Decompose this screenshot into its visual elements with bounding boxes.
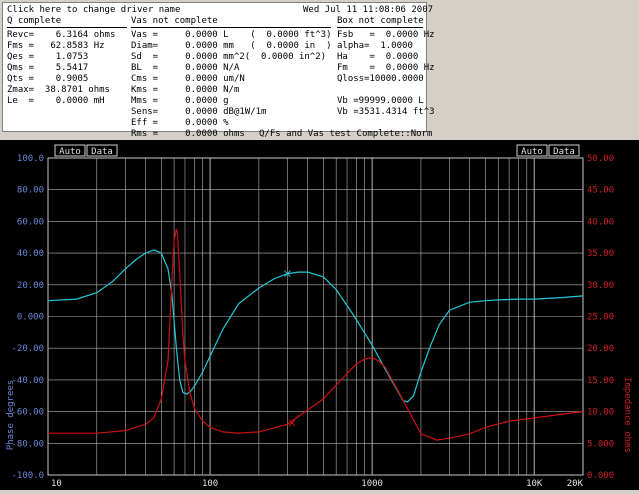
right-axis-tick: 25.00 xyxy=(587,313,614,323)
right-axis-tick: 0.000 xyxy=(587,471,614,481)
param-diam: Diam= 0.0000 mm ( 0.0000 in ) xyxy=(131,41,332,51)
param-fms: Fms = 62.8583 Hz xyxy=(7,41,105,51)
param-qms: Qms = 5.5417 xyxy=(7,63,89,73)
right-axis-tick: 20.00 xyxy=(587,344,614,354)
x-axis-tick: 20K xyxy=(567,479,584,489)
x-axis-tick: 10 xyxy=(51,479,62,489)
right-auto-label: Auto xyxy=(521,147,543,157)
right-auto-button[interactable]: Auto xyxy=(516,144,548,157)
box-section-header: Box not complete xyxy=(337,16,424,26)
left-axis-tick: 100.0 xyxy=(17,154,44,164)
param-cms: Cms = 0.0000 um/N xyxy=(131,74,245,84)
right-axis-tick: 40.00 xyxy=(587,217,614,227)
x-axis-tick: 1000 xyxy=(361,479,383,489)
param-ha: Ha = 0.0000 xyxy=(337,52,419,62)
left-axis-tick: 60.00 xyxy=(17,217,44,227)
param-qts: Qts = 0.9005 xyxy=(7,74,89,84)
param-vas: Vas = 0.0000 L ( 0.0000 ft^3) xyxy=(131,30,332,40)
left-axis-title: Phase degrees xyxy=(6,380,16,450)
data-layer: 100.0 80.00 60.00 40.00 20.00 0.000 -20.00 -40.… xyxy=(11,154,614,489)
datetime-label: Wed Jul 11 11:08:06 2007 xyxy=(303,5,434,15)
left-auto-label: Auto xyxy=(59,147,81,157)
right-axis-tick: 5.000 xyxy=(587,439,614,449)
left-axis-tick: -100.0 xyxy=(11,471,44,481)
param-zmax: Zmax= 38.8701 ohms xyxy=(7,85,110,95)
left-axis-tick: -60.00 xyxy=(11,408,44,418)
change-driver-link[interactable]: Click here to change driver name xyxy=(7,5,181,15)
param-sens: Sens= 0.0000 dB@1W/1m xyxy=(131,107,267,117)
param-qes: Qes = 1.0753 xyxy=(7,52,89,62)
left-axis-tick: -80.00 xyxy=(11,439,44,449)
graph-canvas: 100.0 80.00 60.00 40.00 20.00 0.000 -20.00 -40.… xyxy=(6,144,632,489)
param-vb-liters: Vb =99999.0000 L xyxy=(337,96,424,106)
q-header-divider xyxy=(7,27,127,28)
status-message: Q/Fs and Vas test Complete::Norm xyxy=(259,129,433,139)
left-axis-tick: -20.00 xyxy=(11,344,44,354)
right-axis-tick: 30.00 xyxy=(587,281,614,291)
right-axis-tick: 50.00 xyxy=(587,154,614,164)
param-mms: Mms = 0.0000 g xyxy=(131,96,229,106)
left-axis-tick: 20.00 xyxy=(17,281,44,291)
phase-marker xyxy=(284,270,291,278)
impedance-phase-graph: 100.0 80.00 60.00 40.00 20.00 0.000 -20.00 -40.… xyxy=(0,140,639,490)
param-rms: Rms = 0.0000 ohms xyxy=(131,129,245,139)
param-fm: Fm = 0.0000 Hz xyxy=(337,63,435,73)
box-header-divider xyxy=(337,27,423,28)
right-axis-tick: 35.00 xyxy=(587,249,614,259)
param-le: Le = 0.0000 mH xyxy=(7,96,105,106)
left-axis-tick: 0.000 xyxy=(17,313,44,323)
vas-section-header: Vas not complete xyxy=(131,16,218,26)
vas-header-divider xyxy=(131,27,331,28)
right-data-label: Data xyxy=(553,147,575,157)
left-auto-button[interactable]: Auto xyxy=(54,144,86,157)
param-bl: BL = 0.0000 N/A xyxy=(131,63,240,73)
driver-info-panel: Click here to change driver name Wed Jul… xyxy=(2,2,435,139)
plot-frame xyxy=(47,157,584,476)
left-data-label: Data xyxy=(91,147,113,157)
param-vb-cubic-feet: Vb =3531.4314 ft^3 xyxy=(337,107,435,117)
grid-layer xyxy=(47,157,584,476)
q-section-header: Q complete xyxy=(7,16,62,26)
left-axis-tick: 40.00 xyxy=(17,249,44,259)
impedance-marker xyxy=(288,419,296,427)
param-revc: Revc= 6.3164 ohms xyxy=(7,30,116,40)
right-axis-tick: 10.00 xyxy=(587,408,614,418)
right-axis-tick: 45.00 xyxy=(587,186,614,196)
x-axis-tick: 10K xyxy=(526,479,543,489)
param-fsb: Fsb = 0.0000 Hz xyxy=(337,30,435,40)
right-data-button[interactable]: Data xyxy=(548,144,580,157)
phase-series-line xyxy=(47,249,584,403)
x-axis-tick: 100 xyxy=(202,479,218,489)
right-axis-title: Impedance ohms xyxy=(622,377,632,453)
param-alpha: alpha= 1.0000 xyxy=(337,41,413,51)
param-sd: Sd = 0.0000 mm^2( 0.0000 in^2) xyxy=(131,52,327,62)
left-axis-tick: -40.00 xyxy=(11,376,44,386)
param-eff: Eff = 0.0000 % xyxy=(131,118,229,128)
param-kms: Kms = 0.0000 N/m xyxy=(131,85,240,95)
impedance-series-line xyxy=(48,228,584,441)
param-qloss: Qloss=10000.0000 xyxy=(337,74,424,84)
right-axis-tick: 15.00 xyxy=(587,376,614,386)
left-data-button[interactable]: Data xyxy=(86,144,118,157)
left-axis-tick: 80.00 xyxy=(17,186,44,196)
